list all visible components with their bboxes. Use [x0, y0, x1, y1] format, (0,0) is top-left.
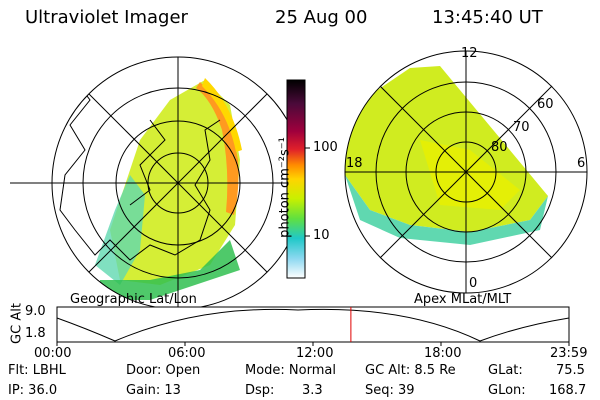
xtick-2359: 23:59	[550, 346, 588, 361]
geographic-map	[10, 56, 305, 310]
info-glon-value: 168.7	[549, 383, 587, 398]
info-ip: IP: 36.0	[8, 383, 58, 398]
altitude-curve	[56, 308, 570, 342]
info-gain: Gain: 13	[126, 383, 181, 398]
info-glon-label: GLon:	[488, 383, 526, 398]
aurora-band-left	[196, 82, 239, 215]
colorbar-tick-100: 100	[313, 140, 338, 155]
xtick-0600: 06:00	[168, 346, 206, 361]
info-flt: Flt: LBHL	[8, 363, 66, 378]
info-door: Door: Open	[126, 363, 201, 378]
altitude-plot	[56, 306, 570, 346]
info-mode: Mode: Normal	[245, 363, 336, 378]
info-seq: Seq: 39	[365, 383, 415, 398]
instrument-title: Ultraviolet Imager	[25, 7, 188, 28]
altitude-ylabel: GC Alt	[9, 303, 25, 344]
colorbar-tick-10: 10	[313, 228, 330, 243]
geographic-caption: Geographic Lat/Lon	[70, 292, 197, 307]
ytick-1-8: 1.8	[25, 326, 46, 341]
colorbar-unit-label: photon cm⁻²s⁻¹	[277, 137, 293, 238]
lat-label-60: 60	[537, 97, 554, 112]
info-glat-label: GLat:	[488, 363, 523, 378]
lat-label-80: 80	[491, 140, 508, 155]
date-label: 25 Aug 00	[275, 7, 368, 28]
apex-map	[344, 50, 588, 294]
aurora-fringe-left	[95, 175, 145, 285]
time-label: 13:45:40 UT	[432, 7, 543, 28]
ytick-9: 9.0	[25, 304, 46, 319]
info-gcalt: GC Alt: 8.5 Re	[365, 363, 456, 378]
xtick-0000: 00:00	[34, 346, 72, 361]
apex-caption: Apex MLat/MLT	[414, 292, 512, 307]
lat-label-70: 70	[513, 120, 530, 135]
xtick-1800: 18:00	[424, 346, 462, 361]
info-glat-value: 75.5	[556, 363, 585, 378]
mlt-label-0: 0	[469, 276, 478, 291]
mlt-label-12: 12	[461, 46, 478, 61]
mlt-label-6: 6	[577, 156, 586, 171]
info-dsp-value: 3.3	[302, 383, 323, 398]
mlt-label-18: 18	[346, 156, 363, 171]
colorbar	[286, 79, 306, 279]
info-dsp-label: Dsp:	[245, 383, 275, 398]
xtick-1200: 12:00	[296, 346, 334, 361]
coastline	[52, 79, 221, 261]
